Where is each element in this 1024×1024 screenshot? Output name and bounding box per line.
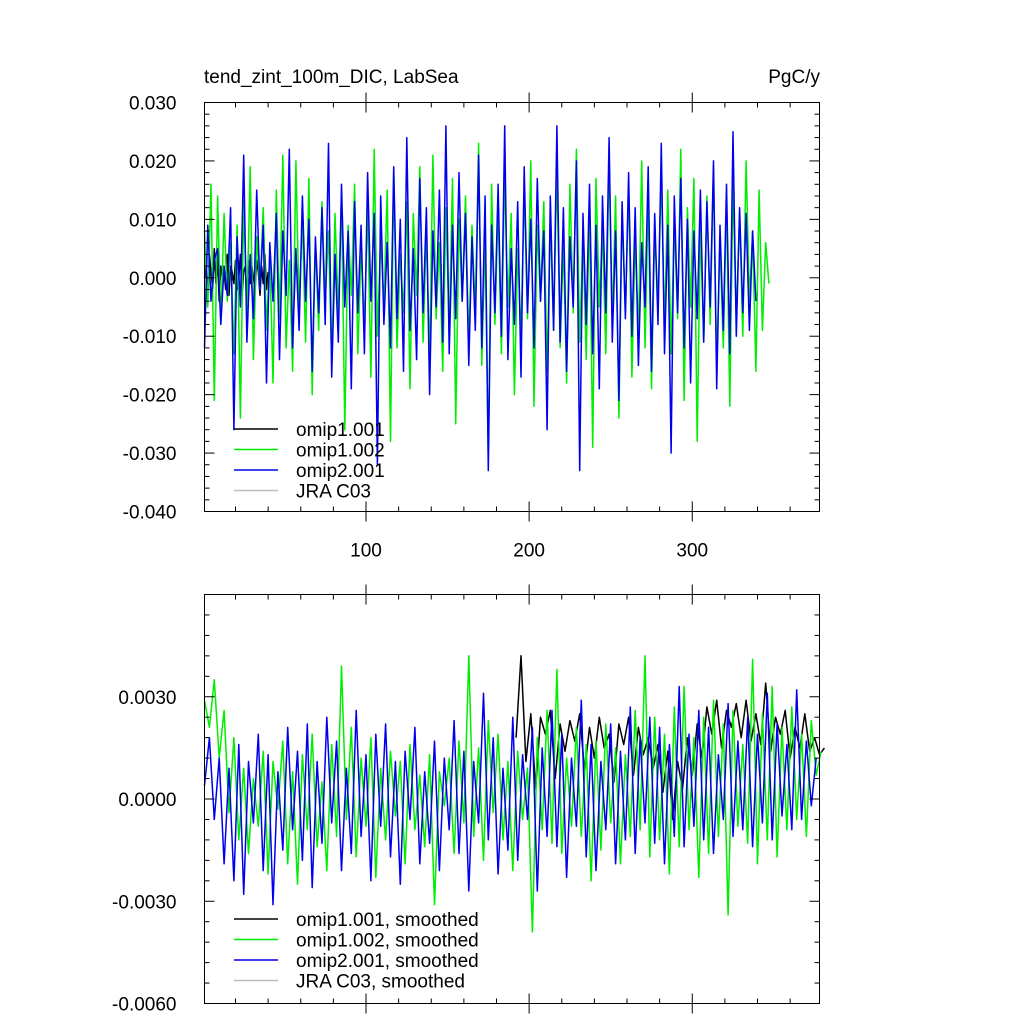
plot-frame (204, 102, 820, 512)
legend-label: omip1.001, smoothed (296, 910, 479, 931)
y-tick-label: 0.000 (129, 269, 177, 290)
panel-units: PgC/y (768, 67, 820, 88)
legend-label: JRA C03 (296, 482, 371, 503)
y-tick-label: 0.010 (129, 210, 177, 231)
series-line-1 (203, 655, 822, 933)
plot-frame (204, 594, 820, 1004)
series-line-2 (203, 125, 757, 472)
legend-label: omip2.001, smoothed (296, 951, 479, 972)
legend-label: omip1.001 (296, 420, 385, 441)
y-tick-label: 0.0030 (118, 688, 176, 709)
y-tick-label: -0.0030 (112, 892, 176, 913)
y-tick-label: -0.020 (123, 386, 177, 407)
series-layer (203, 125, 770, 472)
tick-layer: -0.040 -0.030 -0.020 -0.010 0.000 0.010 0.020 0… (123, 92, 820, 562)
y-tick-label: -0.0060 (112, 995, 176, 1016)
top-panel: tend_zint_100m_DIC, LabSea PgC/y -0.040-… (123, 67, 821, 562)
tick-layer: -0.0060 -0.0030 0.0000 0.0030 (112, 584, 820, 1016)
y-tick-label: 0.020 (129, 152, 177, 173)
x-tick-label: 100 (350, 541, 382, 562)
y-tick-label: -0.030 (123, 444, 177, 465)
legend-label: omip1.002, smoothed (296, 931, 479, 952)
x-tick-label: 300 (676, 541, 708, 562)
series-line-2 (203, 685, 817, 906)
y-tick-label: -0.010 (123, 327, 177, 348)
x-tick-label: 200 (513, 541, 545, 562)
bottom-panel: -0.0060 -0.0030 0.0000 0.0030 omip1.001, sm… (112, 584, 826, 1016)
panel-title: tend_zint_100m_DIC, LabSea (204, 67, 459, 88)
y-tick-label: 0.030 (129, 94, 177, 115)
legend-label: JRA C03, smoothed (296, 972, 465, 993)
legend-label: omip2.001 (296, 461, 385, 482)
legend-label: omip1.002 (296, 441, 385, 462)
y-tick-label: -0.040 (123, 503, 177, 524)
series-layer (203, 655, 826, 933)
y-tick-label: 0.0000 (118, 790, 176, 811)
